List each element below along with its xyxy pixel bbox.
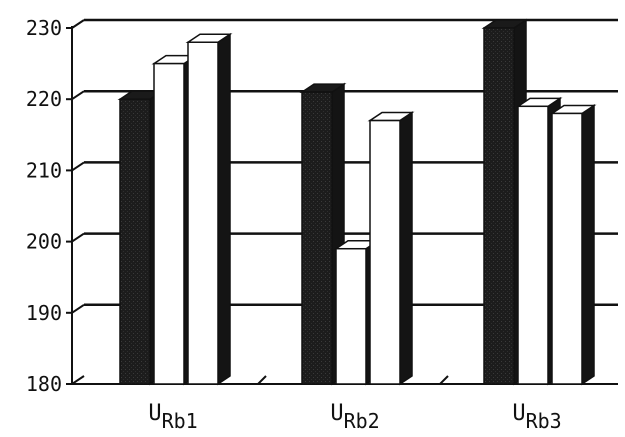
- bar-front: [483, 27, 515, 385]
- floor-edge: [71, 375, 85, 385]
- bar-front: [119, 98, 151, 385]
- y-tick-label: 220: [26, 87, 62, 111]
- bar-front: [153, 62, 185, 385]
- gridline-diagonal: [71, 90, 85, 101]
- x-category-subscript: Rb3: [526, 409, 562, 433]
- bar-front: [517, 105, 549, 385]
- bar-front: [301, 91, 333, 385]
- bar-side: [399, 111, 413, 386]
- x-category-subscript: Rb1: [162, 409, 198, 433]
- bar: [549, 104, 597, 386]
- y-tick-label: 180: [26, 372, 62, 396]
- x-tick-mark: [439, 375, 449, 385]
- y-tick-label: 190: [26, 301, 62, 325]
- x-category-main: U: [512, 401, 525, 426]
- x-category-main: U: [148, 401, 161, 426]
- bar-side: [217, 32, 231, 386]
- y-tick-label: 200: [26, 230, 62, 254]
- bar: [515, 96, 563, 386]
- bar-layer: [117, 18, 597, 386]
- bar: [367, 111, 415, 386]
- bar-front: [335, 247, 367, 385]
- bar-front: [187, 41, 219, 385]
- x-category-label: URb1: [148, 401, 197, 433]
- x-category-label: URb2: [330, 401, 379, 433]
- y-tick-label: 230: [26, 16, 62, 40]
- gridline-diagonal: [71, 232, 85, 243]
- bar-front: [551, 112, 583, 385]
- bar: [185, 32, 233, 386]
- gridline-diagonal: [71, 303, 85, 314]
- y-tick-label: 210: [26, 158, 62, 182]
- gridline-diagonal: [71, 161, 85, 172]
- x-category-subscript: Rb2: [344, 409, 380, 433]
- x-tick-mark: [257, 375, 267, 385]
- bar-front: [369, 119, 401, 385]
- gridline-diagonal: [71, 19, 85, 29]
- bar-side: [581, 104, 595, 386]
- x-category-main: U: [330, 401, 343, 426]
- bar: [481, 18, 529, 386]
- x-category-label: URb3: [512, 401, 561, 433]
